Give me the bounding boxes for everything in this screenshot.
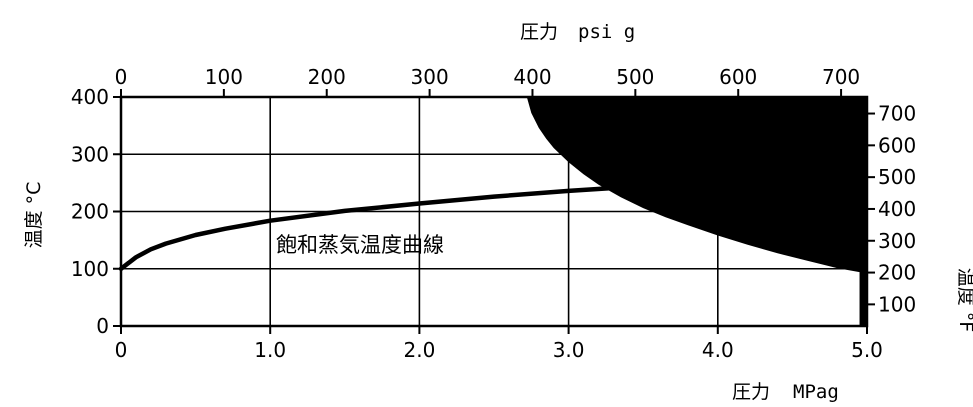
tick-label-x-bottom-2: 2.0 (403, 338, 435, 362)
tick-label-x-top-1: 100 (205, 65, 243, 89)
tick-label-y-left-1: 100 (71, 257, 109, 281)
tick-label-y-left-2: 200 (71, 200, 109, 224)
tick-label-x-top-2: 200 (308, 65, 346, 89)
tick-label-x-bottom-4: 4.0 (702, 338, 734, 362)
tick-label-y-left-3: 300 (71, 142, 109, 166)
series-line-0 (118, 185, 616, 272)
tick-label-y-right-4: 500 (878, 165, 916, 189)
tick-label-x-top-6: 600 (719, 65, 757, 89)
tick-label-x-top-7: 700 (822, 65, 860, 89)
tick-label-y-left-0: 0 (96, 314, 109, 338)
x-bottom-axis-label-unit: MPag (793, 381, 839, 403)
tick-label-y-right-1: 200 (878, 261, 916, 285)
curve-annotation: 飽和蒸気温度曲線 (276, 233, 444, 257)
tick-label-x-bottom-5: 5.0 (851, 338, 883, 362)
tick-label-y-right-2: 300 (878, 229, 916, 253)
x-top-axis-label-unit: psi g (578, 21, 635, 43)
filled-region (526, 97, 867, 326)
y-left-axis-label: 温度 °C (23, 182, 45, 249)
tick-label-y-right-3: 400 (878, 197, 916, 221)
tick-label-x-bottom-3: 3.0 (553, 338, 585, 362)
x-top-axis-label-cjk: 圧力 (520, 21, 558, 43)
tick-label-x-top-0: 0 (115, 65, 128, 89)
y-right-axis-label: 温度 °F (955, 268, 973, 332)
tick-label-x-bottom-0: 0 (115, 338, 128, 362)
axis-ticks (113, 89, 875, 334)
tick-labels: 0 1.0 2.0 3.0 4.0 5.0 0 100 200 300 400 500 600 700 0 1… (71, 65, 916, 362)
tick-label-y-left-4: 400 (71, 85, 109, 109)
tick-label-y-right-6: 700 (878, 102, 916, 126)
tick-label-x-top-3: 300 (411, 65, 449, 89)
fill-layer (526, 97, 867, 326)
tick-label-x-top-4: 400 (513, 65, 551, 89)
tick-label-y-right-5: 600 (878, 133, 916, 157)
tick-label-x-top-5: 500 (616, 65, 654, 89)
tick-label-x-bottom-1: 1.0 (254, 338, 286, 362)
x-bottom-axis-label-cjk: 圧力 (732, 381, 770, 403)
tick-label-y-right-0: 100 (878, 292, 916, 316)
series-layer (118, 185, 616, 272)
